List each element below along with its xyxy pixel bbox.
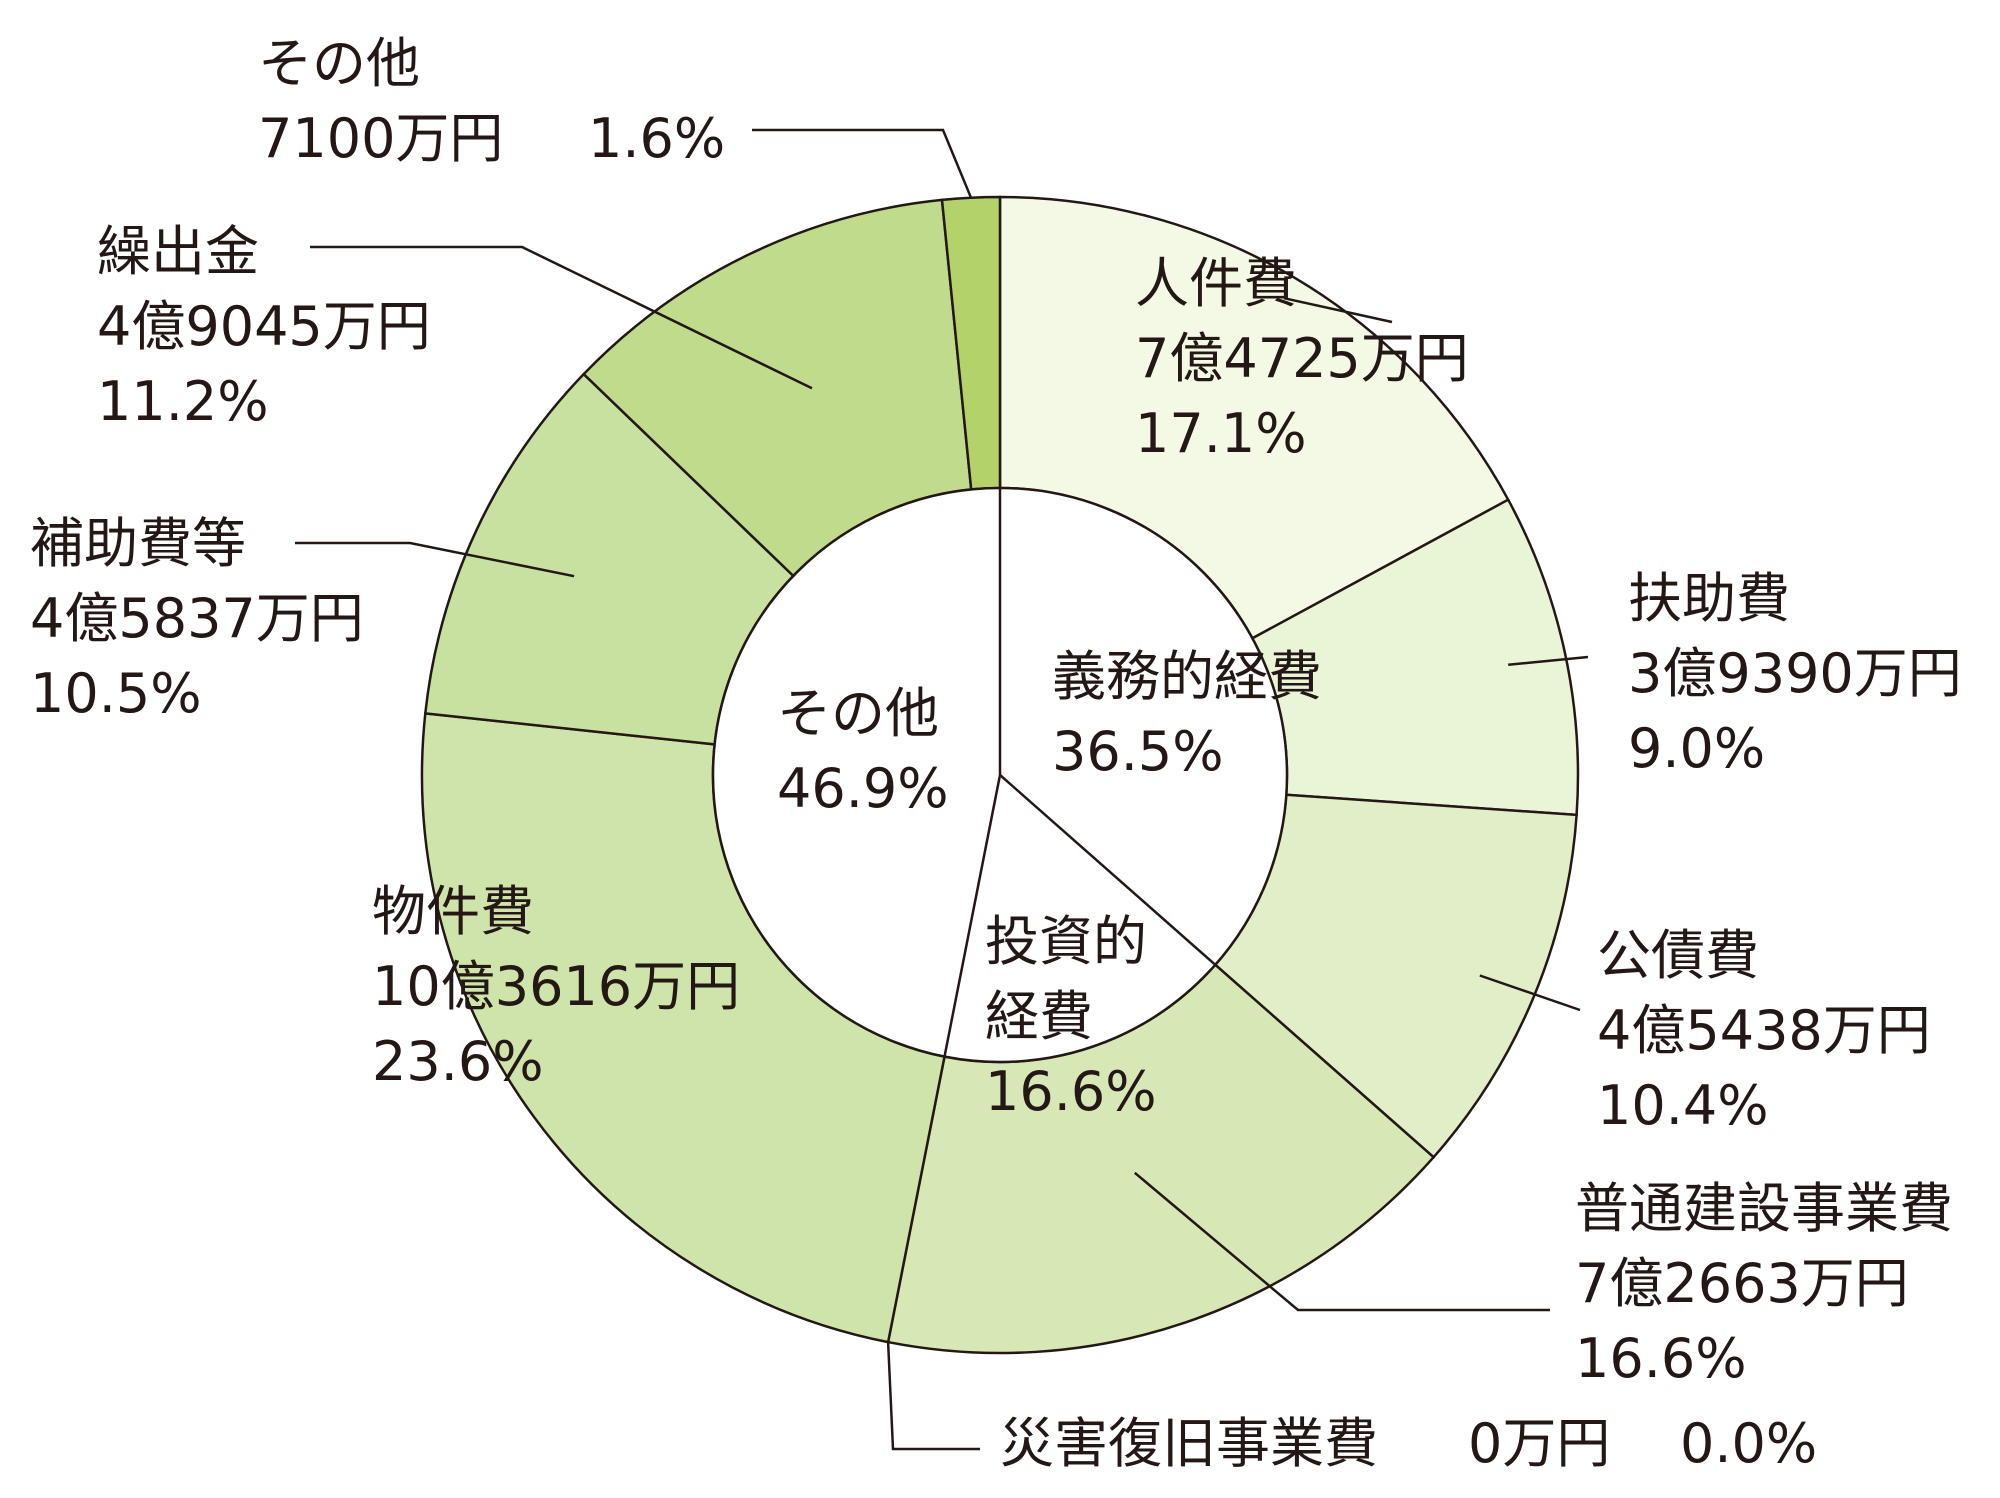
label-name-line1: 投資的 [985,910,1147,973]
inner-divider-1 [999,774,1217,966]
label-percent: 11.2% [97,370,269,433]
label-percent: 10.4% [1597,1074,1769,1137]
label-name: 物件費 [372,880,534,943]
leader-line-1 [1508,655,1589,667]
label-name: 普通建設事業費 [1575,1177,1953,1240]
leader-line-3 [1133,1171,1550,1312]
label-amount: 4億5438万円 [1597,999,1931,1062]
label-fujohi: 扶助費 3億9390万円 9.0% [1628,567,1962,780]
label-percent: 16.6% [1575,1327,1747,1390]
label-percent: 17.1% [1135,402,1307,465]
inner-divider-2 [943,774,1002,1057]
label-saigai-fukkyu: 災害復旧事業費 0万円 0.0% [1000,1412,1817,1475]
label-hojohi: 補助費等 4億5837万円 10.5% [30,512,364,725]
label-amount: 4億5837万円 [30,587,364,650]
label-percent: 16.6% [985,1060,1157,1123]
label-percent: 46.9% [777,757,949,820]
label-name: 義務的経費 [1052,645,1322,708]
label-amount: 10億3616万円 [372,955,740,1018]
leader-line-8 [752,128,973,199]
label-futsu-kensetsu: 普通建設事業費 7億2663万円 16.6% [1575,1177,1953,1390]
label-toshiteki-keihi: 投資的 経費 16.6% [985,910,1157,1123]
label-amount: 7億2663万円 [1575,1252,1909,1315]
label-jinkenhi: 人件費 7億4725万円 17.1% [1135,252,1469,465]
label-sonota-outer: その他 7100万円 1.6% [258,32,725,170]
label-amount: 4億9045万円 [97,295,431,358]
label-name: 公債費 [1597,924,1759,987]
leader-line-2 [1479,974,1581,1012]
label-percent: 23.6% [372,1030,544,1093]
label-name: 繰出金 [97,220,259,283]
label-name: その他 [258,32,420,95]
label-amount: 0万円 [1468,1412,1610,1475]
label-bukkenhi: 物件費 10億3616万円 23.6% [372,880,740,1093]
leader-line-4 [886,1342,980,1451]
label-amount: 3億9390万円 [1628,642,1962,705]
label-name-line2: 経費 [985,985,1093,1048]
label-percent: 36.5% [1052,720,1224,783]
label-name: その他 [777,682,939,745]
label-percent: 0.0% [1680,1412,1817,1475]
label-name: 災害復旧事業費 [1000,1412,1378,1475]
label-sonota-inner: その他 46.9% [777,682,949,820]
label-name: 扶助費 [1628,567,1790,630]
label-percent: 1.6% [588,107,725,170]
label-percent: 9.0% [1628,717,1765,780]
label-kosaihi: 公債費 4億5438万円 10.4% [1597,924,1931,1137]
label-name: 補助費等 [30,512,246,575]
label-kuridashikin: 繰出金 4億9045万円 11.2% [97,220,431,433]
label-amount: 7億4725万円 [1135,327,1469,390]
label-amount: 7100万円 [258,107,503,170]
leader-line-0 [1283,296,1393,324]
label-name: 人件費 [1135,252,1297,315]
label-gimuteki-keihi: 義務的経費 36.5% [1052,645,1322,783]
leader-line-6 [295,541,575,578]
leader-line-7 [310,245,813,390]
label-percent: 10.5% [30,662,202,725]
